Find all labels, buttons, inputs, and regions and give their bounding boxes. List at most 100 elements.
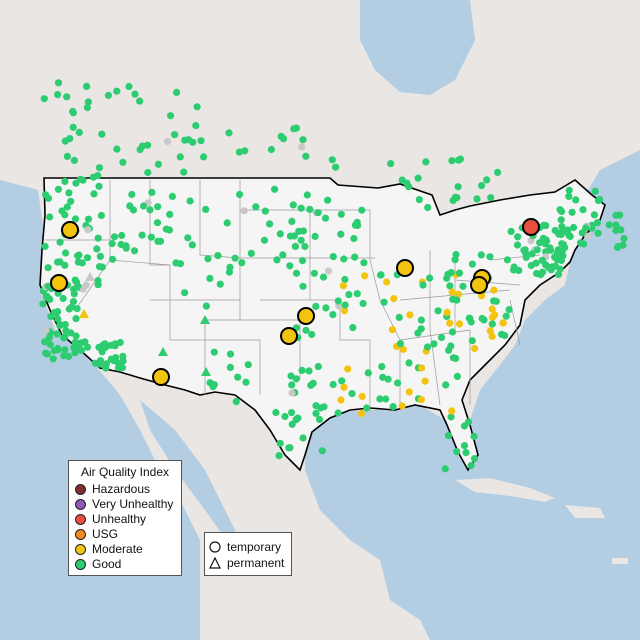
monitor-dot: [301, 242, 309, 251]
monitor-dot: [154, 160, 162, 168]
monitor-dot: [315, 415, 324, 424]
monitor-dot: [334, 409, 342, 417]
monitor-dot: [70, 156, 78, 164]
monitor-dot: [406, 311, 414, 319]
monitor-dot: [41, 242, 49, 250]
monitor-dot: [389, 403, 397, 411]
monitor-dot: [414, 329, 422, 337]
monitor-dot: [144, 168, 152, 177]
monitor-dot: [421, 377, 429, 385]
monitor-dot: [297, 204, 305, 212]
monitor-dot: [554, 270, 563, 278]
monitor-dot: [125, 82, 133, 91]
monitor-dot: [455, 269, 464, 277]
monitor-dot: [314, 209, 322, 217]
monitor-dot: [591, 187, 599, 195]
temporary-monitor-marker: [50, 274, 68, 292]
monitor-dot: [42, 326, 50, 334]
monitor-dot: [310, 269, 318, 277]
permanent-monitor-marker: [79, 309, 89, 318]
monitor-dot: [96, 252, 104, 260]
monitor-dot: [252, 203, 260, 211]
monitor-dot: [447, 342, 455, 350]
legend-row-permanent: permanent: [209, 556, 284, 570]
monitor-dot: [426, 274, 434, 282]
monitor-dot: [434, 307, 442, 315]
monitor-dot: [363, 404, 371, 412]
monitor-dot: [129, 206, 138, 214]
monitor-dot: [59, 294, 67, 303]
monitor-dot: [154, 203, 162, 211]
monitor-dot: [444, 432, 453, 440]
monitor-dot: [214, 252, 222, 260]
monitor-dot: [361, 272, 369, 280]
monitor-dot: [65, 352, 73, 360]
monitor-dot: [612, 211, 620, 219]
monitor-dot: [96, 357, 105, 365]
monitor-dot: [279, 251, 287, 259]
monitor-dot: [471, 344, 479, 353]
cuba: [455, 478, 555, 502]
monitor-dot: [98, 348, 106, 356]
monitor-dot: [202, 205, 210, 213]
temporary-monitor-marker: [280, 327, 298, 345]
monitor-dot: [144, 141, 152, 149]
monitor-dot: [533, 269, 541, 278]
monitor-dot: [119, 158, 127, 166]
monitor-dot: [449, 354, 457, 362]
monitor-dot: [486, 253, 494, 261]
monitor-dot: [565, 192, 573, 200]
monitor-dot: [454, 183, 462, 191]
monitor-dot: [334, 297, 342, 305]
monitor-dot: [98, 263, 106, 271]
monitor-dot: [276, 230, 284, 238]
monitor-dot: [558, 248, 566, 256]
monitor-dot: [390, 295, 398, 303]
monitor-dot: [200, 153, 208, 161]
monitor-dot: [61, 346, 69, 354]
monitor-dot: [54, 315, 62, 323]
monitor-dot: [596, 196, 604, 204]
monitor-dot: [61, 320, 69, 329]
monitor-dot: [291, 242, 299, 250]
monitor-dot: [65, 189, 73, 197]
monitor-dot: [204, 255, 212, 263]
monitor-dot: [514, 233, 522, 241]
monitor-dot: [337, 230, 345, 238]
legend-label: Unhealthy: [92, 512, 147, 526]
monitor-dot: [510, 263, 518, 271]
monitor-dot: [69, 109, 77, 117]
monitor-dot: [486, 327, 494, 335]
monitor-dot: [53, 330, 61, 338]
monitor-dot: [418, 364, 426, 372]
monitor-dot: [513, 241, 522, 249]
monitor-dot: [477, 251, 485, 259]
monitor-dot: [118, 231, 126, 240]
monitor-dot: [288, 217, 296, 225]
legend-label: Very Unhealthy: [92, 497, 174, 511]
monitor-dot: [56, 321, 64, 329]
monitor-dot: [167, 112, 175, 120]
monitor-dot: [189, 138, 197, 146]
monitor-dot: [104, 91, 112, 99]
monitor-dot: [210, 381, 218, 389]
monitor-dot: [267, 145, 275, 154]
monitor-dot: [168, 192, 176, 200]
monitor-dot: [226, 350, 235, 358]
temporary-monitor-marker: [396, 259, 414, 277]
monitor-dot: [271, 185, 279, 193]
monitor-dot: [247, 249, 255, 257]
monitor-dot: [454, 290, 462, 298]
monitor-dot: [83, 104, 91, 112]
monitor-dot: [542, 236, 550, 244]
monitor-dot: [225, 268, 233, 276]
monitor-dot: [297, 236, 305, 244]
legend-row-good: Good: [75, 557, 121, 571]
monitor-dot: [459, 282, 467, 290]
monitor-dot: [84, 215, 93, 223]
monitor-dot: [56, 258, 64, 266]
monitor-dot: [312, 402, 320, 410]
monitor-dot: [321, 214, 330, 222]
monitor-dot: [558, 223, 566, 231]
monitor-dot: [453, 194, 461, 202]
